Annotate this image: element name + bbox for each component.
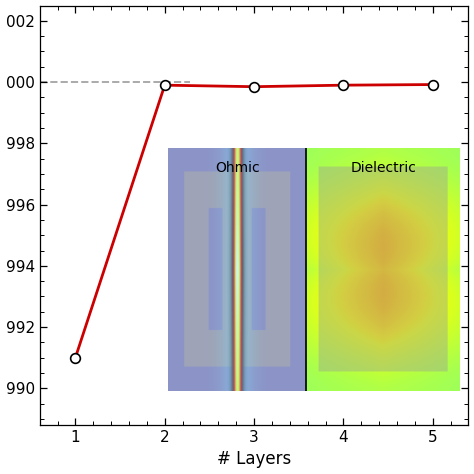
X-axis label: # Layers: # Layers	[217, 450, 291, 468]
